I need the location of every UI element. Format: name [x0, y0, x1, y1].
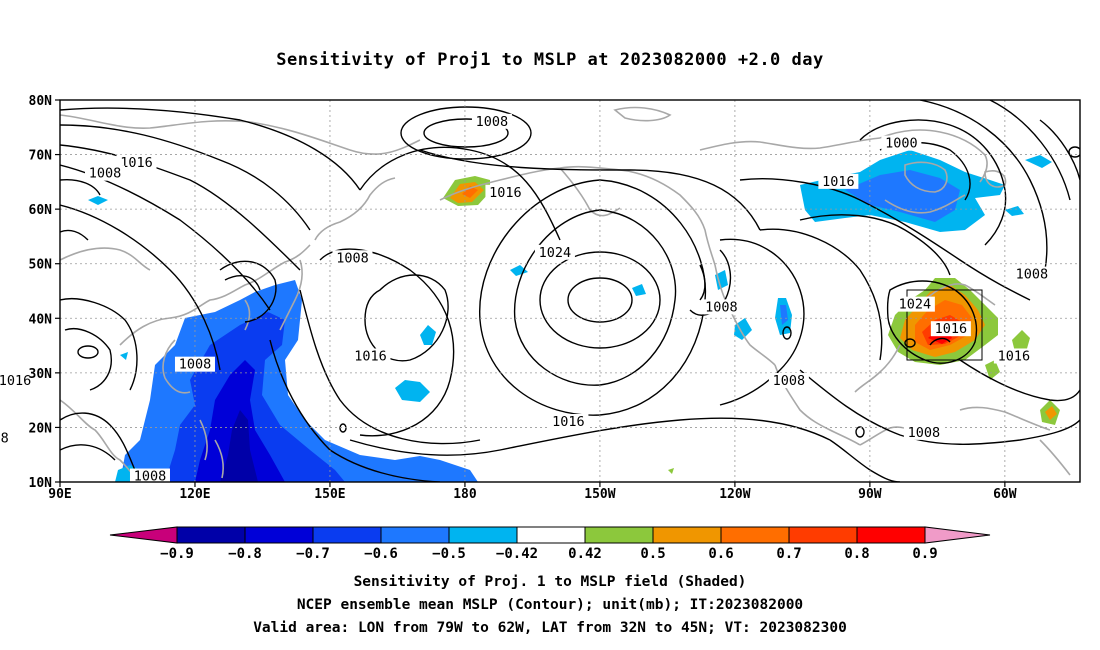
contour-label: 1008 — [336, 250, 369, 266]
colorbar-segment — [448, 526, 518, 544]
colorbar-label: 0.42 — [568, 546, 602, 562]
lon-tick-label: 150W — [584, 487, 615, 502]
lat-tick-label: 60N — [29, 203, 53, 218]
colorbar-segment — [176, 526, 246, 544]
map-frame — [59, 99, 1081, 483]
contour-label: 1008 — [476, 114, 509, 130]
lat-tick-label: 30N — [29, 367, 53, 382]
grid-lines — [60, 100, 1080, 482]
contour-label: 1024 — [539, 245, 572, 261]
contour-label-bg — [332, 250, 373, 266]
colorbar-label: −0.6 — [364, 546, 398, 562]
valid-area-box — [906, 289, 983, 361]
contour-label-bg — [701, 299, 742, 315]
colorbar-segment — [788, 526, 858, 544]
contour-label: 1008 — [179, 357, 212, 373]
contour-label: 1016 — [822, 174, 855, 190]
contour-label: 1016 — [489, 185, 522, 201]
contour-label-bg — [534, 244, 575, 260]
colorbar-segment — [516, 526, 586, 544]
contour-label: 1016 — [935, 321, 968, 337]
lon-tick-label: 120W — [719, 487, 750, 502]
contour-label-bg — [84, 165, 125, 181]
contour-label: 1016 — [0, 373, 31, 389]
contour-label: 1008 — [1016, 267, 1049, 283]
contour-label-bg — [471, 113, 512, 129]
lon-tick-label: 90W — [858, 487, 882, 502]
contour-label-bg — [0, 373, 36, 389]
lat-tick-label: 10N — [29, 476, 53, 491]
contour-label: 1008 — [134, 469, 167, 485]
colorbar-segment — [244, 526, 314, 544]
lon-tick-label: 90E — [48, 487, 71, 502]
colorbar-extend-high — [924, 526, 991, 544]
colorbar-extend-low — [109, 526, 178, 544]
contour-label-bg — [485, 184, 526, 200]
colorbar-label: −0.9 — [160, 546, 194, 562]
lon-tick-label: 120E — [179, 487, 210, 502]
mslp-contours — [60, 100, 1080, 482]
contour-label-bg — [930, 321, 971, 337]
contour-label: 1016 — [552, 414, 585, 430]
contour-label-bg — [116, 154, 157, 170]
contour-label: 1016 — [354, 348, 387, 364]
caption-line-3: Valid area: LON from 79W to 62W, LAT fro… — [253, 620, 847, 636]
contour-label: 1016 — [120, 155, 153, 171]
contour-label: 1024 — [899, 297, 932, 313]
longitude-axis: 90E 120E 150E 180 150W 120W 90W 60W — [48, 482, 1017, 502]
latitude-axis: 80N 70N 60N 50N 40N 30N 20N 10N — [29, 94, 60, 491]
caption-line-2: NCEP ensemble mean MSLP (Contour); unit(… — [296, 597, 804, 613]
lat-tick-label: 70N — [29, 149, 53, 164]
colorbar-label: −0.5 — [432, 546, 466, 562]
lat-tick-label: 80N — [29, 94, 53, 109]
colorbar-segment — [380, 526, 450, 544]
contour-label-bg — [350, 348, 391, 364]
colorbar-segment — [720, 526, 790, 544]
contour-label-bg — [903, 424, 944, 440]
contour-label-bg — [174, 356, 215, 372]
colorbar-label: −0.42 — [496, 546, 538, 562]
caption-line-1: Sensitivity of Proj. 1 to MSLP field (Sh… — [353, 574, 747, 590]
contour-label-bg — [129, 468, 170, 484]
contour-label-bg — [881, 135, 922, 151]
colorbar-segment — [584, 526, 654, 544]
colorbar-label: 0.5 — [640, 546, 665, 562]
lat-tick-label: 20N — [29, 421, 53, 436]
contour-label-bg — [818, 173, 859, 189]
contour-label-bg — [1011, 266, 1052, 282]
coastlines — [60, 106, 1071, 482]
contour-label-bg — [993, 348, 1034, 364]
lon-tick-label: 180 — [453, 487, 477, 502]
negative-sensitivity-core-3 — [220, 410, 258, 482]
contour-label: 1008 — [908, 425, 941, 441]
colorbar-segment — [312, 526, 382, 544]
lat-tick-label: 40N — [29, 312, 53, 327]
colorbar-label: 0.8 — [844, 546, 869, 562]
colorbar-label: 0.6 — [708, 546, 733, 562]
lon-tick-label: 150E — [314, 487, 345, 502]
contour-label: 1008 — [0, 430, 9, 446]
lon-tick-label: 60W — [993, 487, 1017, 502]
contour-label: 1000 — [885, 136, 918, 152]
contour-label-bg — [548, 413, 589, 429]
colorbar-segment — [856, 526, 926, 544]
colorbar-label: −0.8 — [228, 546, 262, 562]
contour-label: 1008 — [705, 299, 738, 315]
lat-tick-label: 50N — [29, 258, 53, 273]
contour-label: 1016 — [998, 348, 1031, 364]
map-title: Sensitivity of Proj1 to MSLP at 20230820… — [276, 50, 824, 70]
contour-label: 1008 — [773, 373, 806, 389]
colorbar-label: 0.9 — [912, 546, 937, 562]
contour-label-bg — [894, 296, 935, 312]
contour-label-bg — [0, 430, 13, 446]
contour-label: 1008 — [89, 166, 122, 182]
colorbar: −0.9 −0.8 −0.7 −0.6 −0.5 −0.42 0.42 0.5 0.6 0.7 0.… — [109, 526, 991, 562]
contour-label-bg — [768, 373, 809, 389]
colorbar-label: −0.7 — [296, 546, 330, 562]
colorbar-segment — [652, 526, 722, 544]
colorbar-label: 0.7 — [776, 546, 801, 562]
